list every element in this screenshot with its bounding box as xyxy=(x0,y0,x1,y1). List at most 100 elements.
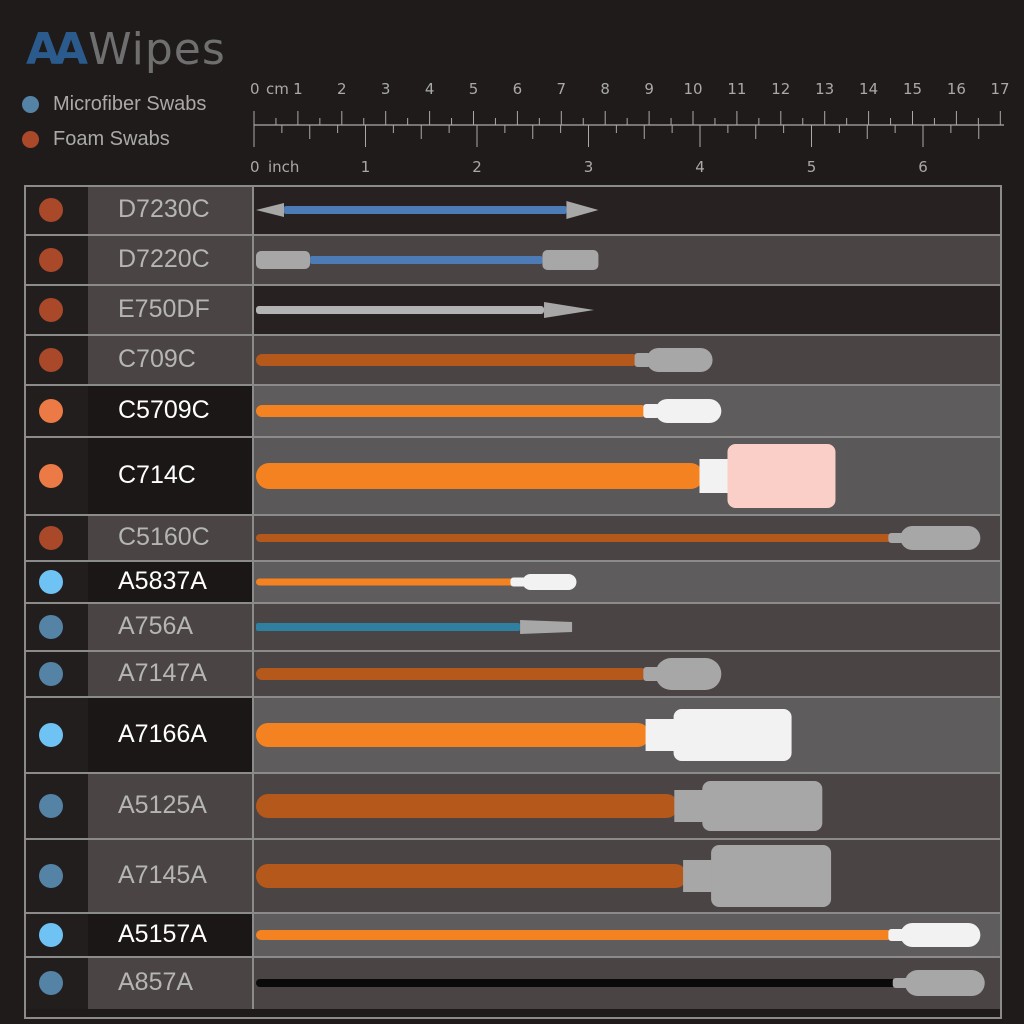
inch-unit-label: inch xyxy=(268,158,299,176)
row-swab-cell xyxy=(254,839,1002,913)
legend-item-microfiber: Microfiber Swabs xyxy=(22,93,206,116)
swab-code: A5837A xyxy=(118,567,207,595)
swab-handle xyxy=(256,864,688,888)
row-swab-cell xyxy=(254,561,1002,603)
microfiber-dot xyxy=(39,971,63,995)
row-code-cell: A756A xyxy=(88,603,254,651)
microfiber-dot xyxy=(39,662,63,686)
legend-dot-foam xyxy=(22,131,39,148)
cm-label-4: 4 xyxy=(425,80,435,98)
swab-tip xyxy=(900,923,981,947)
cm-label-0: 0 xyxy=(250,80,260,98)
swab-code: E750DF xyxy=(118,295,210,323)
cm-label-3: 3 xyxy=(381,80,391,98)
row-dot-cell xyxy=(24,651,90,697)
row-code-cell: D7220C xyxy=(88,235,254,285)
row-code-cell: A857A xyxy=(88,957,254,1009)
row-swab-cell xyxy=(254,697,1002,773)
swab-code: C5709C xyxy=(118,396,210,424)
row-code-cell: A5157A xyxy=(88,913,254,957)
row-divider xyxy=(24,650,1002,652)
row-dot-cell xyxy=(24,385,90,437)
row-divider xyxy=(24,384,1002,386)
row-divider xyxy=(24,284,1002,286)
row-divider xyxy=(24,912,1002,914)
swab-tip xyxy=(702,781,823,831)
swab-tip xyxy=(727,444,836,508)
row-dot-cell xyxy=(24,957,90,1009)
cm-label-9: 9 xyxy=(644,80,654,98)
cm-label-11: 11 xyxy=(727,80,746,98)
swab-code: A5125A xyxy=(118,791,207,819)
swab-code: A7145A xyxy=(118,861,207,889)
table-row: D7230C xyxy=(24,185,1002,235)
swab-tip xyxy=(646,348,713,372)
row-dot-cell xyxy=(24,603,90,651)
foam-dot xyxy=(39,198,63,222)
swab-A7145A xyxy=(256,845,832,907)
swab-neck xyxy=(510,577,527,587)
cm-label-2: 2 xyxy=(337,80,347,98)
swab-tip-left xyxy=(256,203,284,217)
swab-code: A857A xyxy=(118,968,194,996)
swab-A7147A xyxy=(256,658,722,690)
swab-code: A7166A xyxy=(118,720,207,748)
row-code-cell: A7166A xyxy=(88,697,254,773)
foam-dot xyxy=(39,526,63,550)
swab-tip xyxy=(904,970,985,996)
table-row: A5125A xyxy=(24,773,1002,839)
swab-handle xyxy=(284,206,567,214)
swab-A5157A xyxy=(256,923,981,947)
swab-tip xyxy=(655,399,722,423)
swab-neck xyxy=(643,404,660,418)
swab-tip xyxy=(711,845,832,907)
swab-tip xyxy=(520,620,573,634)
cm-label-8: 8 xyxy=(600,80,610,98)
inch-label-1: 1 xyxy=(361,158,371,176)
row-dot-cell xyxy=(24,697,90,773)
table-row: E750DF xyxy=(24,285,1002,335)
cm-label-6: 6 xyxy=(513,80,523,98)
swab-code: C709C xyxy=(118,345,196,373)
swab-A5837A xyxy=(256,574,577,590)
row-swab-cell xyxy=(254,385,1002,437)
swab-neck xyxy=(683,860,716,892)
row-dot-cell xyxy=(24,515,90,561)
swab-neck xyxy=(634,353,651,367)
logo: AA Wipes xyxy=(26,24,226,75)
row-dot-cell xyxy=(24,913,90,957)
swab-handle xyxy=(256,668,648,680)
inch-label-5: 5 xyxy=(807,158,817,176)
swab-table: D7230C D7220C E750DF C709C C5709C C714C C5160C… xyxy=(24,185,1002,1019)
swab-A756A xyxy=(256,620,573,634)
table-row: D7220C xyxy=(24,235,1002,285)
microfiber-dot xyxy=(39,794,63,818)
swab-neck xyxy=(674,790,707,822)
table-row: C5160C xyxy=(24,515,1002,561)
swab-C714C xyxy=(256,444,836,508)
row-swab-cell xyxy=(254,957,1002,1009)
row-divider xyxy=(24,696,1002,698)
swab-neck xyxy=(643,667,660,681)
swab-C709C xyxy=(256,348,713,372)
row-divider xyxy=(24,514,1002,516)
swab-A7166A xyxy=(256,709,792,761)
foam-dot xyxy=(39,248,63,272)
swab-neck xyxy=(888,929,905,941)
swab-tip xyxy=(522,574,577,590)
swab-handle xyxy=(256,405,648,417)
swab-code: A756A xyxy=(118,612,194,640)
swab-neck xyxy=(888,533,905,543)
legend-item-foam: Foam Swabs xyxy=(22,128,170,151)
inch-label-3: 3 xyxy=(584,158,594,176)
swab-handle xyxy=(256,578,515,586)
row-code-cell: C5709C xyxy=(88,385,254,437)
table-row: A5157A xyxy=(24,913,1002,957)
row-divider xyxy=(24,436,1002,438)
cm-label-14: 14 xyxy=(859,80,878,98)
swab-handle xyxy=(256,306,545,314)
cm-label-1: 1 xyxy=(293,80,303,98)
table-row: A7145A xyxy=(24,839,1002,913)
cm-label-15: 15 xyxy=(903,80,922,98)
